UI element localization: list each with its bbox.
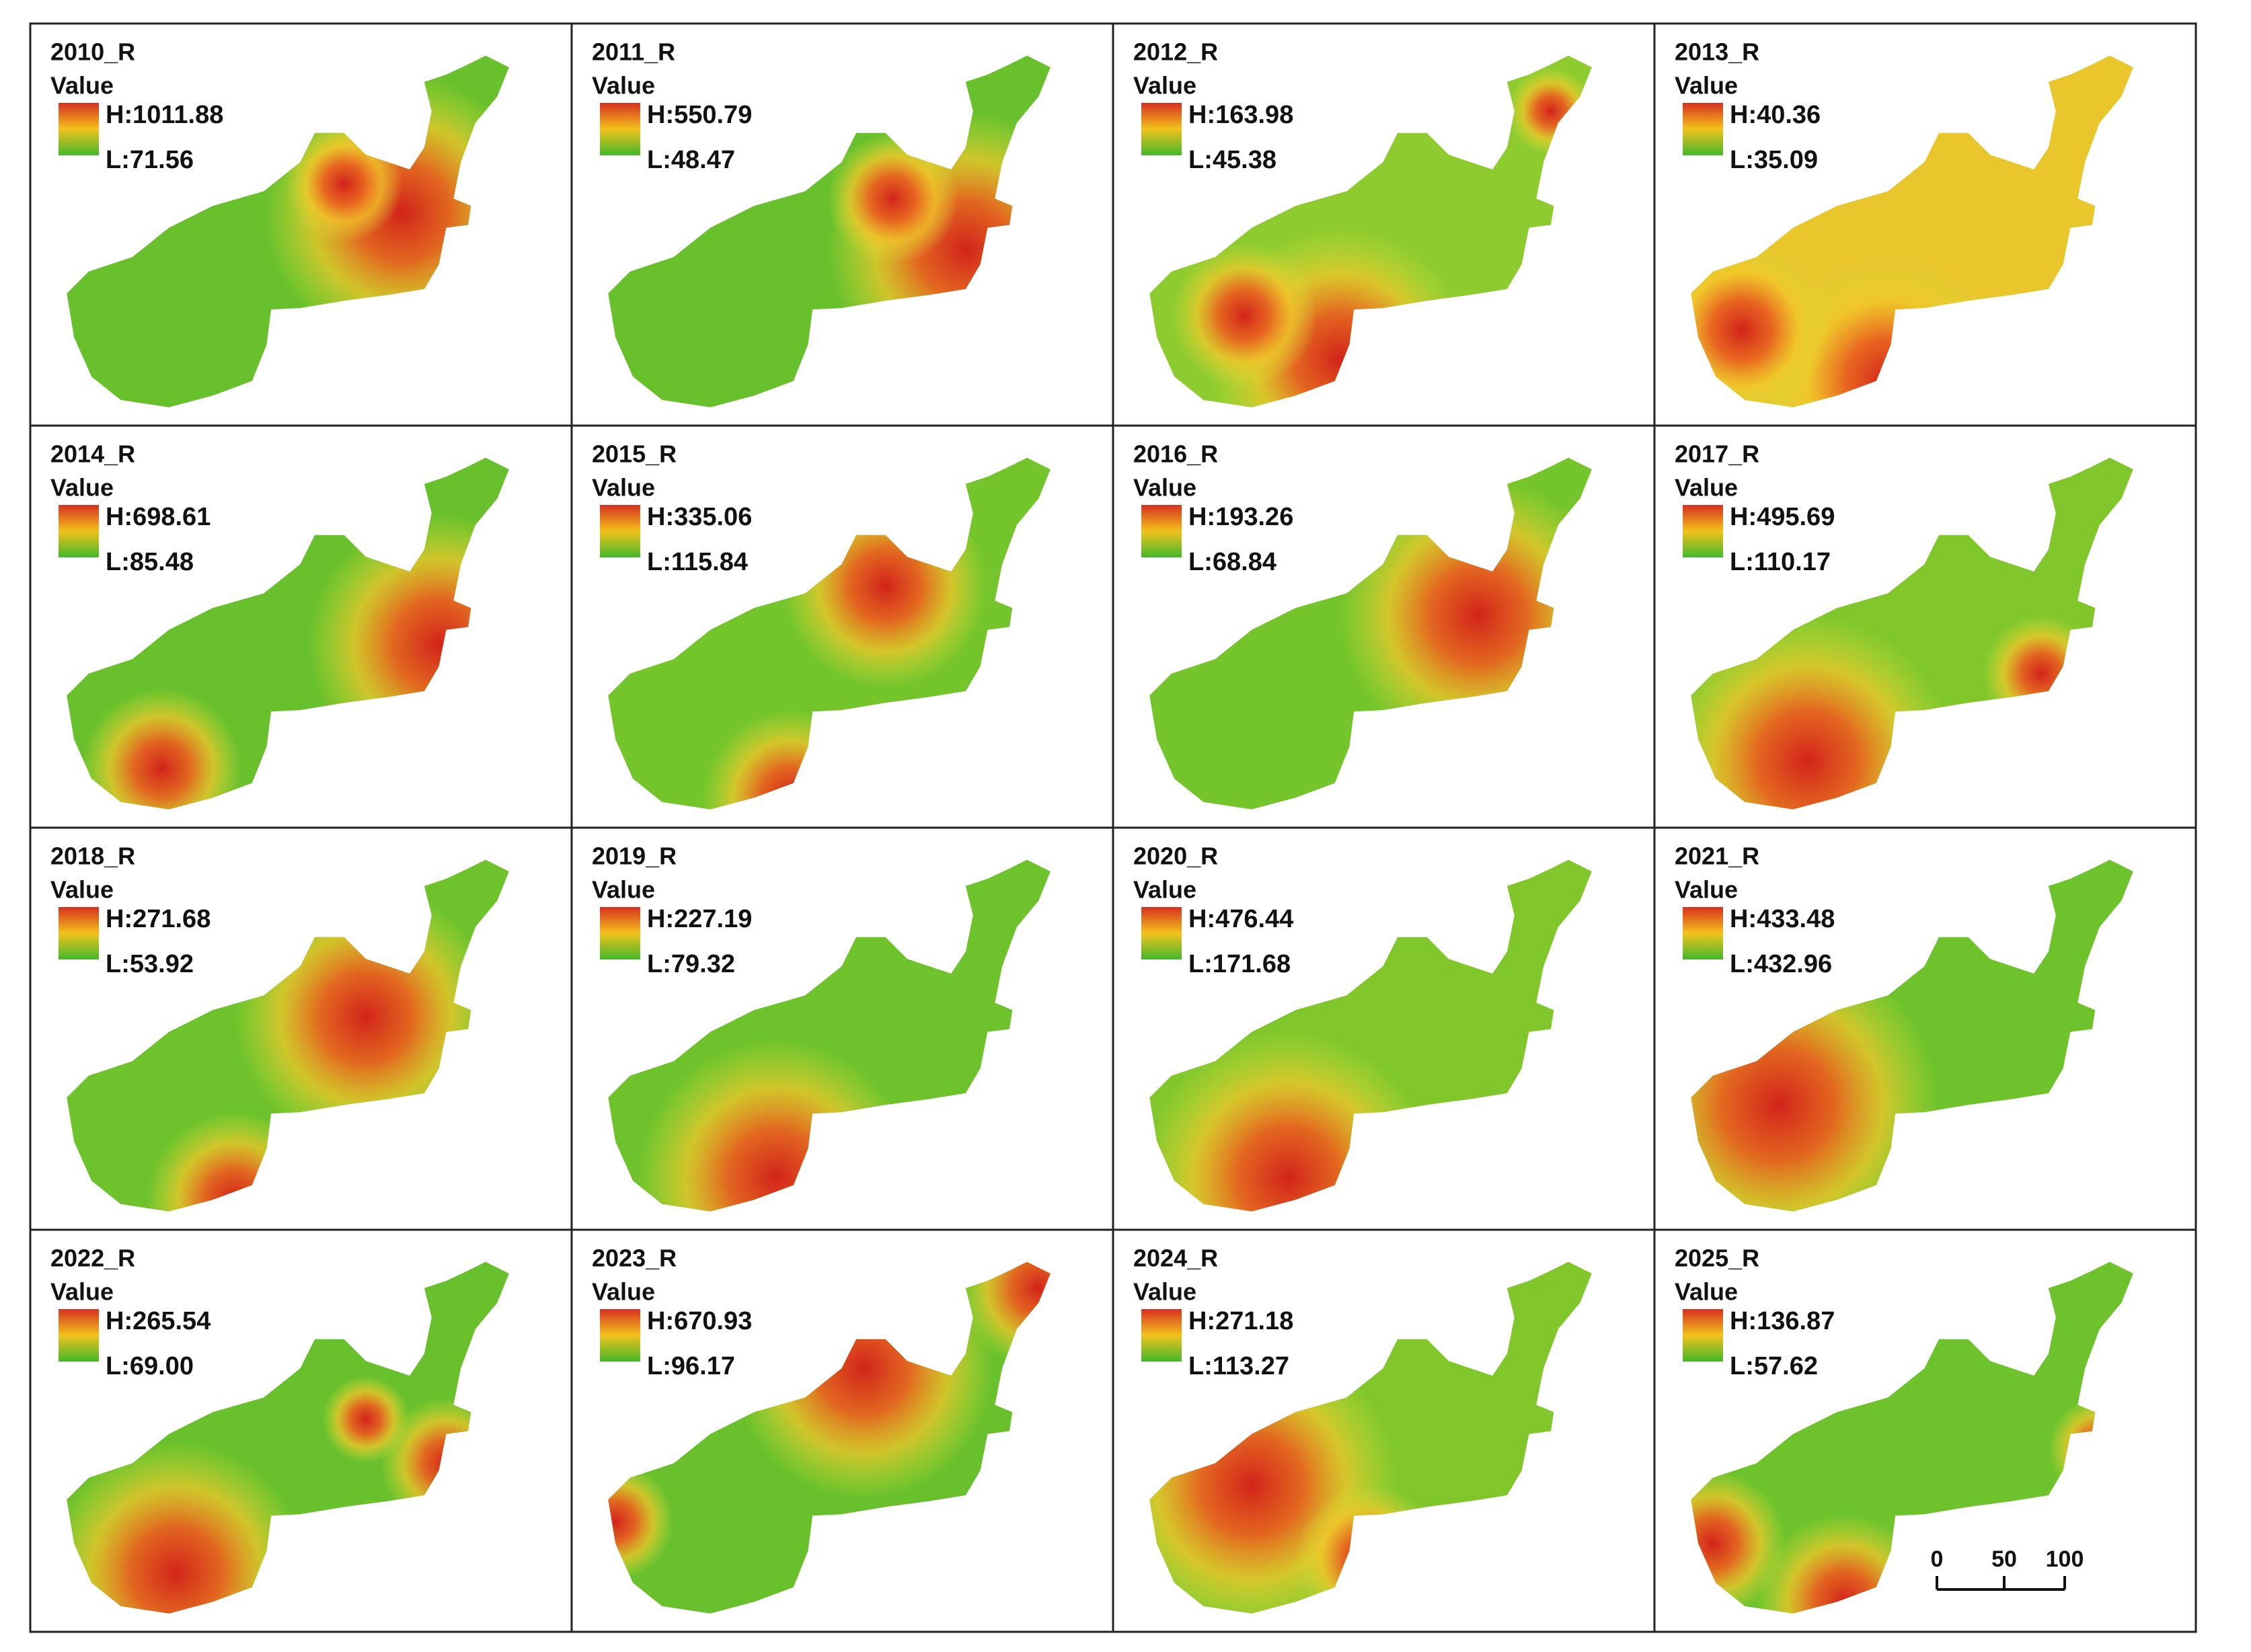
legend-title: Value — [1133, 474, 1196, 502]
legend-high: H:271.18 — [1188, 1307, 1293, 1335]
panel-title: 2017_R — [1675, 440, 1759, 468]
map-hotspot — [322, 1376, 410, 1464]
legend-low: L:110.17 — [1730, 548, 1831, 576]
legend-low: L:85.48 — [106, 548, 194, 576]
legend-title: Value — [592, 474, 655, 502]
legend-title: Value — [1675, 876, 1738, 904]
legend-high: H:40.36 — [1730, 101, 1821, 129]
legend-title: Value — [1675, 474, 1738, 502]
panel-title: 2023_R — [592, 1245, 677, 1272]
scale-label: 50 — [1991, 1546, 2017, 1572]
panel-title: 2022_R — [50, 1245, 135, 1272]
legend-high: H:670.93 — [647, 1307, 752, 1335]
panel-title: 2020_R — [1133, 842, 1218, 870]
legend-low: L:171.68 — [1188, 950, 1291, 978]
legend-title: Value — [1133, 1278, 1196, 1306]
legend-low: L:68.84 — [1188, 548, 1276, 576]
panel-title: 2013_R — [1675, 38, 1759, 66]
legend-swatch — [59, 103, 99, 155]
legend-swatch — [600, 907, 640, 959]
legend-swatch — [59, 505, 99, 557]
panel-title: 2014_R — [50, 440, 135, 468]
legend-high: H:193.26 — [1188, 503, 1293, 531]
legend-title: Value — [1133, 876, 1196, 904]
map-hotspot — [827, 132, 959, 265]
panel-frame — [1653, 1228, 2197, 1633]
legend-swatch — [1683, 907, 1723, 959]
legend-title: Value — [592, 1278, 655, 1306]
legend-swatch — [1683, 505, 1723, 557]
panel-title: 2024_R — [1133, 1245, 1218, 1272]
legend-high: H:136.87 — [1730, 1307, 1835, 1335]
map-hotspot — [67, 1441, 308, 1614]
panel-title: 2015_R — [592, 440, 677, 468]
map-hotspot — [1691, 1470, 1786, 1614]
map-hotspot — [958, 1261, 1051, 1369]
legend-swatch — [1141, 103, 1182, 155]
legend-low: L:79.32 — [647, 950, 735, 978]
legend-swatch — [600, 505, 640, 557]
legend-high: H:227.19 — [647, 905, 752, 933]
panel-title: 2018_R — [50, 842, 135, 870]
legend-low: L:45.38 — [1188, 146, 1276, 174]
legend-title: Value — [592, 72, 655, 100]
legend-title: Value — [50, 72, 114, 100]
legend-high: H:271.68 — [106, 905, 211, 933]
map-hotspot — [608, 1463, 674, 1580]
legend-low: L:432.96 — [1730, 950, 1832, 978]
panel-title: 2012_R — [1133, 38, 1218, 66]
legend-swatch — [1141, 907, 1182, 959]
legend-swatch — [600, 1309, 640, 1362]
legend-low: L:35.09 — [1730, 146, 1818, 174]
scale-label: 0 — [1931, 1546, 1944, 1572]
legend-high: H:1011.88 — [106, 101, 223, 129]
scale-bar: 0 50 100 — [1931, 1546, 2084, 1591]
panel-title: 2016_R — [1133, 440, 1218, 468]
legend-swatch — [59, 1309, 99, 1362]
map-hotspot — [637, 1039, 915, 1212]
legend-high: H:335.06 — [647, 503, 752, 531]
legend-title: Value — [1675, 72, 1738, 100]
legend-low: L:53.92 — [106, 950, 194, 978]
map-hotspot — [1171, 242, 1318, 389]
legend-swatch — [59, 907, 99, 959]
legend-swatch — [600, 103, 640, 155]
legend-title: Value — [1133, 72, 1196, 100]
legend-high: H:163.98 — [1188, 101, 1293, 129]
scale-label: 100 — [2046, 1546, 2084, 1572]
legend-low: L:113.27 — [1188, 1352, 1289, 1380]
legend-swatch — [1683, 103, 1723, 155]
legend-low: L:115.84 — [647, 548, 748, 576]
legend-high: H:495.69 — [1730, 503, 1835, 531]
map-hotspot — [1691, 615, 1954, 810]
legend-title: Value — [1675, 1278, 1738, 1306]
panel-title: 2025_R — [1675, 1245, 1759, 1272]
map-hotspot — [1149, 1031, 1435, 1212]
legend-swatch — [1141, 505, 1182, 557]
panel-title: 2010_R — [50, 38, 135, 66]
panel-title: 2019_R — [592, 842, 677, 870]
legend-high: H:698.61 — [106, 503, 211, 531]
legend-low: L:69.00 — [106, 1352, 194, 1380]
legend-high: H:433.48 — [1730, 905, 1835, 933]
legend-swatch — [1141, 1309, 1182, 1362]
legend-title: Value — [50, 1278, 114, 1306]
legend-low: L:96.17 — [647, 1352, 735, 1380]
legend-high: H:265.54 — [106, 1307, 211, 1335]
legend-swatch — [1683, 1309, 1723, 1362]
legend-low: L:57.62 — [1730, 1352, 1818, 1380]
legend-low: L:71.56 — [106, 146, 194, 174]
legend-title: Value — [592, 876, 655, 904]
legend-title: Value — [50, 876, 114, 904]
panel-title: 2011_R — [592, 38, 675, 66]
panel-title: 2021_R — [1675, 842, 1759, 870]
legend-low: L:48.47 — [647, 146, 735, 174]
legend-high: H:550.79 — [647, 101, 752, 129]
legend-high: H:476.44 — [1188, 905, 1293, 933]
legend-title: Value — [50, 474, 114, 502]
